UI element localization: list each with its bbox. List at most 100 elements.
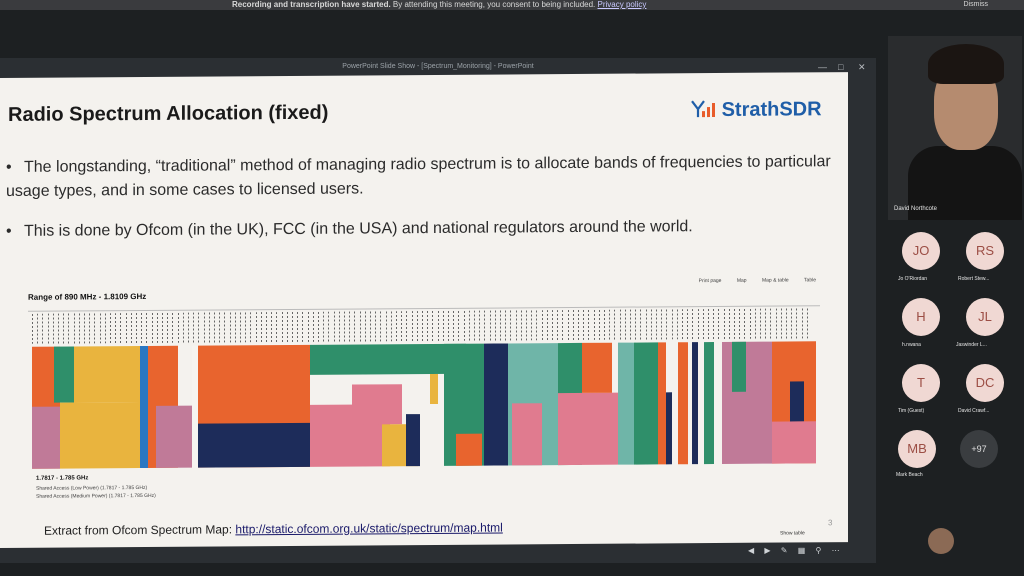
participant-avatar[interactable]: RS — [966, 232, 1004, 270]
participant-name: Jaswinder L... — [956, 342, 987, 348]
participant-name: Mark Beach — [896, 472, 923, 478]
tick-mark — [229, 312, 231, 343]
band-block — [430, 373, 438, 404]
tick-mark — [333, 311, 335, 342]
window-title: PowerPoint Slide Show - [Spectrum_Monito… — [342, 63, 534, 70]
tick-mark — [130, 313, 132, 344]
tick-mark — [338, 311, 340, 342]
participant-avatar[interactable]: JL — [966, 298, 1004, 336]
band-block — [198, 422, 310, 468]
tick-mark — [245, 312, 247, 343]
tick-mark — [32, 313, 33, 344]
privacy-policy-link[interactable]: Privacy policy — [597, 0, 647, 9]
tick-mark — [567, 310, 569, 341]
tick-mark — [448, 310, 449, 341]
tick-mark — [328, 311, 330, 342]
map-link[interactable]: Map — [736, 277, 747, 284]
tick-mark — [775, 308, 777, 339]
participant-video[interactable]: David Northcote — [888, 36, 1022, 220]
tick-mark — [406, 311, 408, 342]
self-view-avatar[interactable] — [928, 528, 954, 554]
tick-mark — [250, 312, 252, 343]
band-block — [456, 433, 482, 466]
tick-mark — [141, 313, 143, 344]
tick-mark — [598, 309, 600, 340]
tick-mark — [744, 308, 746, 339]
tick-mark — [505, 310, 507, 341]
tick-mark — [188, 312, 189, 343]
tick-mark — [770, 308, 772, 339]
tick-mark — [713, 309, 715, 340]
tick-mark — [276, 312, 278, 343]
tick-mark — [676, 309, 678, 340]
tick-mark — [479, 310, 481, 341]
tick-mark — [760, 308, 761, 339]
participant-avatar[interactable]: H — [902, 298, 940, 336]
band-block — [582, 342, 612, 393]
person-hair — [928, 44, 1004, 84]
participant-avatar[interactable]: T — [902, 364, 940, 402]
tick-mark — [354, 311, 356, 342]
tick-mark — [390, 311, 392, 342]
tick-mark — [578, 309, 579, 340]
maximize-icon[interactable]: □ — [838, 62, 844, 72]
tick-mark — [453, 310, 455, 341]
recording-message: Recording and transcription have started… — [232, 0, 647, 9]
legend-title: 1.7817 - 1.785 GHz — [36, 475, 89, 482]
tick-mark — [193, 312, 195, 343]
zoom-icon[interactable]: ⚲ — [815, 546, 822, 555]
tick-mark — [609, 309, 611, 340]
tick-mark — [734, 308, 735, 339]
tick-mark — [718, 308, 720, 339]
previous-slide-icon[interactable]: ◀ — [748, 546, 755, 555]
more-participants-button[interactable]: +97 — [960, 430, 998, 468]
participant-name: Tim (Guest) — [898, 408, 925, 414]
participant-avatar[interactable]: JO — [902, 232, 940, 270]
table-link[interactable]: Table — [804, 277, 816, 284]
show-table-link[interactable]: Show table — [780, 530, 805, 537]
tick-mark — [619, 309, 621, 340]
tick-mark — [697, 309, 699, 340]
tick-mark — [63, 313, 65, 344]
tick-mark — [489, 310, 491, 341]
legend-line: Shared Access (Low Power) (1.7817 - 1.78… — [36, 484, 148, 492]
map-table-link[interactable]: Map & table — [761, 277, 789, 284]
tick-mark — [546, 310, 548, 341]
tick-mark — [682, 309, 683, 340]
tick-mark — [526, 310, 527, 341]
more-options-icon[interactable]: ⋯ — [831, 546, 840, 555]
band-block — [722, 341, 772, 464]
participant-avatar[interactable]: DC — [966, 364, 1004, 402]
participant-avatar[interactable]: MB — [898, 430, 936, 468]
tick-mark — [806, 308, 808, 339]
tick-mark — [411, 311, 413, 342]
band-block — [32, 406, 60, 469]
tick-mark — [89, 313, 91, 344]
tick-mark — [708, 309, 709, 340]
band-block — [140, 345, 148, 469]
tick-mark — [255, 312, 257, 343]
tick-mark — [172, 312, 174, 343]
all-slides-icon[interactable]: ▦ — [797, 546, 806, 555]
band-block — [406, 414, 420, 467]
tick-mark — [240, 312, 241, 343]
dismiss-button[interactable]: Dismiss — [963, 1, 989, 8]
tick-mark — [292, 311, 293, 342]
tick-mark — [125, 313, 127, 344]
tick-mark — [359, 311, 361, 342]
print-page-link[interactable]: Print page — [698, 277, 722, 285]
participant-name: h.nwana — [902, 342, 921, 348]
tick-mark — [541, 310, 543, 341]
next-slide-icon[interactable]: ▶ — [764, 546, 771, 555]
tick-mark — [260, 312, 262, 343]
ofcom-map-link[interactable]: http://static.ofcom.org.uk/static/spectr… — [235, 520, 503, 537]
tick-mark — [302, 311, 304, 342]
pen-icon[interactable]: ✎ — [780, 546, 788, 555]
tick-mark — [796, 308, 798, 339]
band-block — [692, 342, 698, 465]
minimize-icon[interactable]: — — [818, 62, 827, 72]
tick-mark — [375, 311, 377, 342]
tick-mark — [104, 313, 106, 344]
slide: Radio Spectrum Allocation (fixed) Strath… — [0, 72, 848, 549]
close-icon[interactable]: ✕ — [858, 62, 866, 72]
